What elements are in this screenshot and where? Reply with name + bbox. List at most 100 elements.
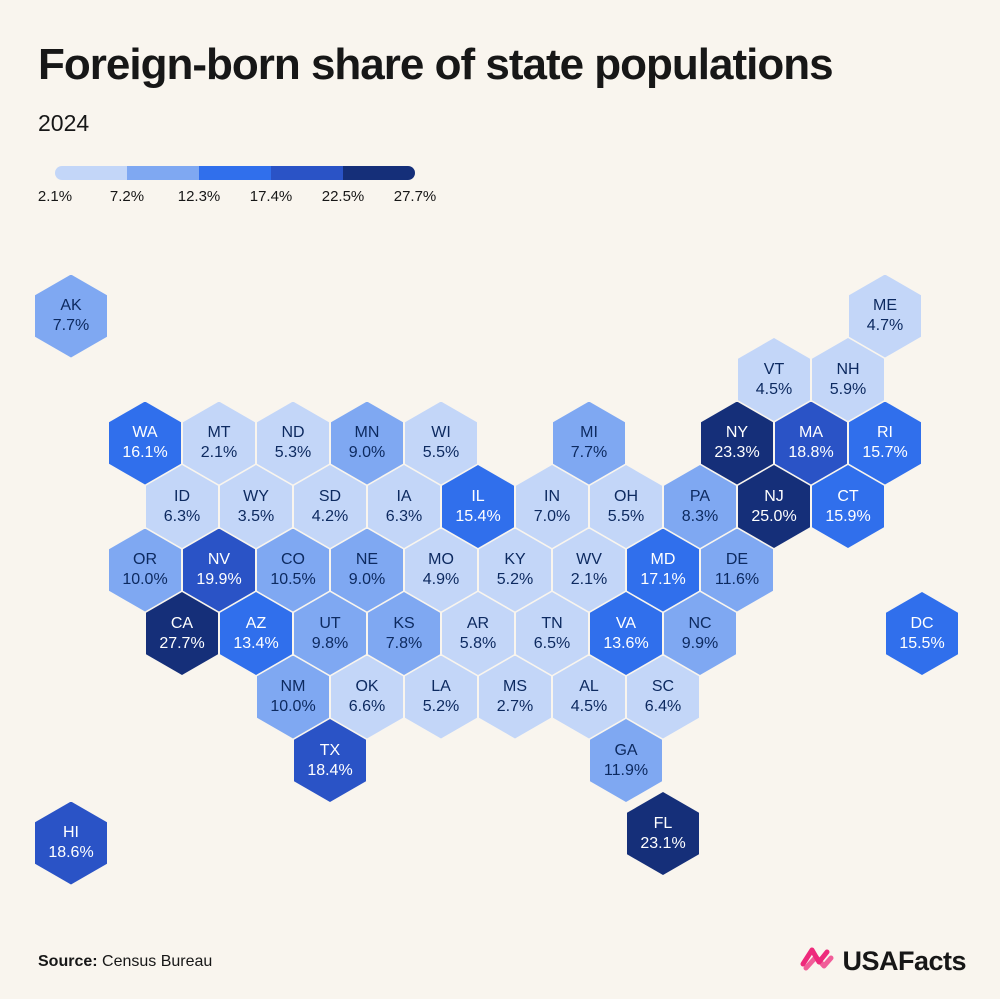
legend-labels: 2.1% 7.2% 12.3% 17.4% 22.5% 27.7% [38, 188, 455, 208]
state-tile-ma[interactable]: MA 18.8% [775, 401, 847, 485]
state-value: 7.0% [533, 507, 571, 525]
state-tile-ny[interactable]: NY 23.3% [701, 401, 773, 485]
legend-stop-label: 27.7% [393, 188, 437, 205]
state-abbr: IL [471, 487, 485, 505]
legend-stop-label: 2.1% [37, 188, 73, 205]
state-value: 27.7% [159, 634, 205, 652]
state-abbr: AL [579, 678, 599, 695]
state-abbr: WY [243, 487, 269, 505]
state-abbr: CT [837, 487, 859, 505]
state-value: 6.3% [385, 507, 423, 525]
state-value: 15.5% [899, 634, 945, 652]
state-tile-mt[interactable]: MT 2.1% [183, 401, 255, 485]
state-abbr: AK [60, 297, 82, 314]
state-value: 15.4% [455, 507, 501, 525]
state-tile-mn[interactable]: MN 9.0% [331, 401, 403, 485]
state-value: 7.7% [52, 317, 90, 334]
state-abbr: SC [651, 678, 675, 695]
state-value: 10.5% [270, 571, 316, 588]
state-value: 9.9% [681, 634, 719, 652]
state-abbr: NC [688, 614, 712, 632]
chart-subtitle: 2024 [38, 110, 90, 136]
state-value: 4.9% [422, 571, 460, 588]
usafacts-logo[interactable]: USAFacts [799, 944, 966, 979]
legend-segment [343, 166, 415, 180]
state-abbr: CO [281, 551, 305, 568]
state-value: 9.8% [311, 634, 349, 652]
state-value: 17.1% [640, 571, 686, 588]
state-value: 2.7% [496, 698, 534, 715]
state-value: 18.4% [307, 761, 353, 779]
state-value: 23.3% [714, 444, 760, 461]
state-tile-mi[interactable]: MI 7.7% [553, 401, 625, 485]
state-value: 4.7% [866, 317, 904, 334]
source-value: Census Bureau [97, 952, 213, 970]
state-value: 7.8% [385, 634, 423, 652]
footer: Source: Census Bureau USAFacts [38, 944, 966, 979]
state-abbr: IN [544, 487, 560, 505]
state-value: 2.1% [200, 444, 238, 461]
state-abbr: MT [207, 424, 231, 441]
legend: 2.1% 7.2% 12.3% 17.4% 22.5% 27.7% [38, 166, 455, 208]
state-value: 15.9% [825, 507, 871, 525]
state-value: 5.2% [496, 571, 534, 588]
source-label: Source: [38, 952, 98, 970]
state-abbr: IA [396, 487, 412, 505]
state-value: 6.5% [533, 634, 571, 652]
state-value: 23.1% [640, 834, 686, 852]
state-tile-pa[interactable]: PA 8.3% [664, 465, 736, 548]
state-tile-vt[interactable]: VT 4.5% [738, 338, 810, 421]
state-tile-fl[interactable]: FL 23.1% [627, 792, 699, 876]
state-abbr: UT [319, 614, 341, 632]
source-note: Source: Census Bureau [38, 953, 212, 971]
state-tile-nd[interactable]: ND 5.3% [257, 401, 329, 485]
state-abbr: HI [63, 824, 79, 842]
state-abbr: WI [431, 424, 451, 441]
state-abbr: AR [466, 614, 490, 632]
state-abbr: TX [319, 741, 341, 759]
state-abbr: NY [725, 424, 749, 441]
state-value: 3.5% [237, 507, 275, 525]
state-tile-ri[interactable]: RI 15.7% [849, 401, 921, 485]
legend-bar [55, 166, 415, 180]
state-tile-me[interactable]: ME 4.7% [849, 274, 921, 358]
legend-segment [199, 166, 271, 180]
state-abbr: MD [650, 551, 676, 568]
state-value: 4.2% [311, 507, 349, 525]
state-tile-ak[interactable]: AK 7.7% [35, 274, 107, 358]
state-abbr: MO [428, 551, 454, 568]
state-value: 19.9% [196, 571, 242, 588]
state-value: 15.7% [862, 444, 908, 461]
state-value: 5.8% [459, 634, 497, 652]
state-abbr: CA [170, 614, 194, 632]
state-tile-wa[interactable]: WA 16.1% [109, 401, 181, 485]
state-tile-dc[interactable]: DC 15.5% [886, 592, 958, 675]
state-value: 9.0% [348, 444, 386, 461]
state-abbr: WV [576, 551, 602, 568]
state-value: 2.1% [570, 571, 608, 588]
legend-segment [127, 166, 199, 180]
state-value: 10.0% [270, 698, 316, 715]
state-abbr: GA [614, 741, 638, 759]
state-abbr: NH [836, 360, 860, 378]
state-value: 4.5% [570, 698, 608, 715]
state-tile-wi[interactable]: WI 5.5% [405, 401, 477, 485]
state-value: 11.9% [603, 761, 649, 779]
state-value: 6.4% [644, 698, 682, 715]
state-abbr: OH [614, 487, 638, 505]
state-abbr: VT [763, 360, 785, 378]
state-value: 16.1% [122, 444, 168, 461]
state-value: 18.6% [48, 844, 94, 862]
state-abbr: OK [355, 678, 379, 695]
legend-stop-label: 12.3% [177, 188, 221, 205]
chart-title: Foreign-born share of state populations [38, 40, 834, 89]
state-abbr: DE [725, 551, 749, 568]
state-tile-hi[interactable]: HI 18.6% [35, 801, 107, 885]
state-abbr: ID [174, 487, 190, 505]
state-abbr: TN [541, 614, 563, 632]
state-abbr: MS [503, 678, 527, 695]
state-value: 6.3% [163, 507, 201, 525]
state-tile-nh[interactable]: NH 5.9% [812, 338, 884, 421]
state-abbr: NV [207, 551, 231, 568]
state-abbr: FL [653, 814, 673, 832]
